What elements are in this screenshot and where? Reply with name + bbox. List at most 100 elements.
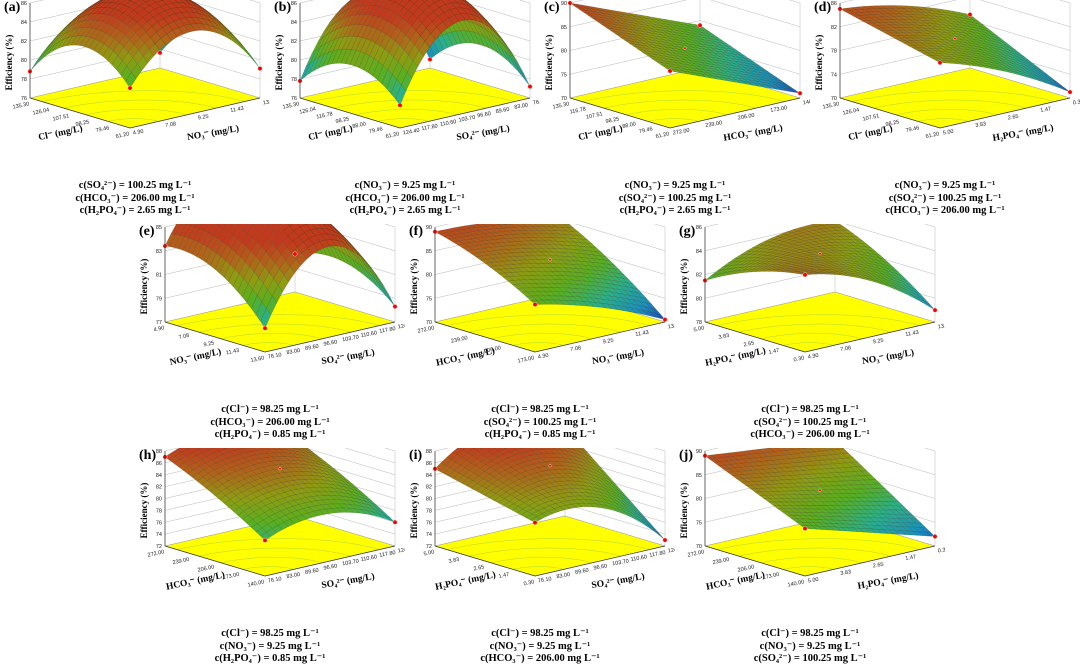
design-point — [818, 252, 822, 256]
surface-panel: 78 80 82 84 86 4.90 7.08 9.25 11.43 13.60 0.30 1.47… — [675, 224, 945, 448]
condition-line: c(SO₄²⁻) = 100.25 mg L⁻¹ — [753, 653, 867, 664]
z-tick-label: 75 — [426, 296, 432, 302]
y-tick-label: 173.00 — [762, 572, 780, 581]
design-point — [548, 464, 552, 468]
response-surface — [569, 2, 801, 94]
surface-panel: 76 78 80 82 84 86 4.90 7.08 9.25 11.43 13.60 61.20 7… — [0, 0, 270, 224]
condition-line: c(NO₃⁻) = 9.25 mg L⁻¹ — [219, 640, 321, 652]
x-tick-label: 76.10 — [537, 576, 552, 584]
y-tick-label: 7.08 — [178, 333, 190, 341]
z-tick-label: 70 — [831, 96, 837, 102]
z-tick-label: 78 — [291, 77, 297, 83]
condition-line: c(HCO₃⁻) = 206.00 mg L⁻¹ — [345, 192, 465, 204]
z-tick-label: 84 — [426, 473, 432, 479]
x-tick-label: 4.90 — [807, 353, 819, 361]
z-tick-label: 74 — [156, 532, 162, 538]
x-tick-label: 89.60 — [495, 107, 510, 115]
design-point — [262, 325, 268, 331]
y-tick-label: 0.30 — [793, 355, 805, 363]
z-axis-title: Efficiency (%) — [139, 259, 149, 315]
z-tick-label: 81 — [156, 273, 162, 279]
condition-line: c(Cl⁻) = 98.25 mg L⁻¹ — [221, 404, 319, 415]
x-tick-label: 11.43 — [230, 106, 244, 114]
fixed-conditions: c(Cl⁻) = 98.25 mg L⁻¹ c(SO₄²⁻) = 100.25 m… — [405, 404, 675, 442]
x-tick-label: 110.60 — [630, 554, 647, 563]
z-tick-label: 77 — [156, 320, 162, 326]
x-tick-label: 76.10 — [267, 576, 282, 584]
y-axis-title: H₂PO₄⁻ (mg/L) — [704, 345, 767, 369]
x-tick-label: 272.00 — [672, 128, 690, 137]
y-tick-label: 173.00 — [222, 572, 240, 581]
x-tick-label: 110.60 — [440, 119, 457, 128]
y-tick-label: 98.25 — [605, 116, 620, 125]
response-surface — [299, 0, 531, 106]
z-tick-label: 82 — [426, 485, 432, 491]
z-tick-label: 86 — [21, 1, 27, 7]
condition-line: c(NO₃⁻) = 9.25 mg L⁻¹ — [489, 640, 591, 652]
design-point — [953, 37, 957, 41]
y-axis-title: H₂PO₄⁻ (mg/L) — [434, 569, 497, 593]
surface-plot: 78 80 82 84 86 4.90 7.08 9.25 11.43 13.60 0.30 1.47… — [679, 224, 945, 369]
x-tick-label: 89.60 — [575, 568, 590, 576]
z-tick-label: 72 — [156, 544, 162, 550]
y-tick-label: 206.00 — [737, 564, 755, 573]
condition-line: c(HCO₃⁻) = 206.00 mg L⁻¹ — [885, 205, 1005, 216]
y-tick-label: 88.00 — [352, 121, 367, 130]
response-surface — [434, 224, 666, 320]
y-tick-label: 135.30 — [552, 101, 570, 110]
y-tick-label: 61.20 — [925, 131, 940, 140]
fixed-conditions: c(Cl⁻) = 98.25 mg L⁻¹ c(NO₃⁻) = 9.25 mg L… — [405, 628, 675, 666]
condition-line: c(HCO₃⁻) = 206.00 mg L⁻¹ — [480, 653, 600, 664]
z-tick-label: 70 — [426, 320, 432, 326]
y-tick-label: 9.25 — [203, 340, 215, 348]
x-tick-label: 11.43 — [905, 330, 919, 338]
x-tick-label: 96.60 — [323, 563, 338, 571]
x-tick-label: 9.25 — [872, 338, 884, 346]
z-tick-label: 75 — [696, 520, 702, 526]
x-tick-label: 1.47 — [905, 554, 917, 562]
z-tick-label: 70 — [696, 544, 702, 550]
y-tick-label: 239.00 — [451, 335, 469, 344]
z-axis-title: Efficiency (%) — [274, 35, 284, 91]
x-axis-title: NO₃⁻ (mg/L) — [861, 347, 915, 367]
y-tick-label: 98.25 — [75, 119, 90, 128]
z-tick-label: 80 — [156, 497, 162, 503]
response-surface — [164, 224, 396, 329]
z-tick-label: 76 — [426, 520, 432, 526]
condition-line: c(H₂PO₄⁻) = 2.65 mg L⁻¹ — [349, 205, 461, 216]
condition-line: c(Cl⁻) = 98.25 mg L⁻¹ — [221, 628, 319, 639]
z-tick-label: 90 — [696, 449, 702, 455]
design-point — [532, 520, 538, 525]
z-tick-label: 80 — [696, 296, 702, 302]
design-point — [802, 272, 808, 278]
fixed-conditions: c(Cl⁻) = 98.25 mg L⁻¹ c(NO₃⁻) = 9.25 mg L… — [675, 628, 945, 666]
fixed-conditions: c(SO₄²⁻) = 100.25 mg L⁻¹ c(HCO₃⁻) = 206.0… — [0, 180, 270, 218]
z-tick-label: 80 — [291, 58, 297, 64]
z-tick-label: 80 — [696, 497, 702, 503]
z-tick-label: 74 — [426, 532, 432, 538]
panel-label: (h) — [139, 448, 157, 463]
z-tick-label: 80 — [21, 58, 27, 64]
response-surface — [704, 448, 936, 537]
z-tick-label: 84 — [291, 20, 297, 26]
surface-panel: 76 78 80 82 84 86 124.40 117.80 110.60 103.70 96.6… — [270, 0, 540, 224]
y-tick-label: 1.47 — [768, 348, 780, 356]
condition-line: c(SO₄²⁻) = 100.25 mg L⁻¹ — [618, 192, 732, 204]
z-tick-label: 84 — [696, 249, 702, 255]
z-tick-label: 86 — [156, 461, 162, 467]
z-axis-title: Efficiency (%) — [409, 483, 419, 539]
y-tick-label: 79.46 — [95, 125, 110, 134]
z-tick-label: 79 — [156, 296, 162, 302]
surface-panel: 77 79 81 83 85 76.10 83.00 89.60 96.60 103.70 110.… — [135, 224, 405, 448]
y-tick-label: 4.90 — [153, 325, 165, 333]
design-point — [292, 251, 298, 257]
y-axis-title: Cl⁻ (mg/L) — [577, 123, 623, 143]
x-axis-title: H₂PO₄⁻ (mg/L) — [992, 122, 1055, 144]
y-tick-label: 1.47 — [498, 572, 510, 580]
x-tick-label: 76.10 — [532, 98, 540, 106]
z-axis-title: Efficiency (%) — [139, 483, 149, 539]
x-tick-label: 0.30 — [1072, 99, 1080, 107]
y-tick-label: 88.00 — [622, 121, 637, 130]
